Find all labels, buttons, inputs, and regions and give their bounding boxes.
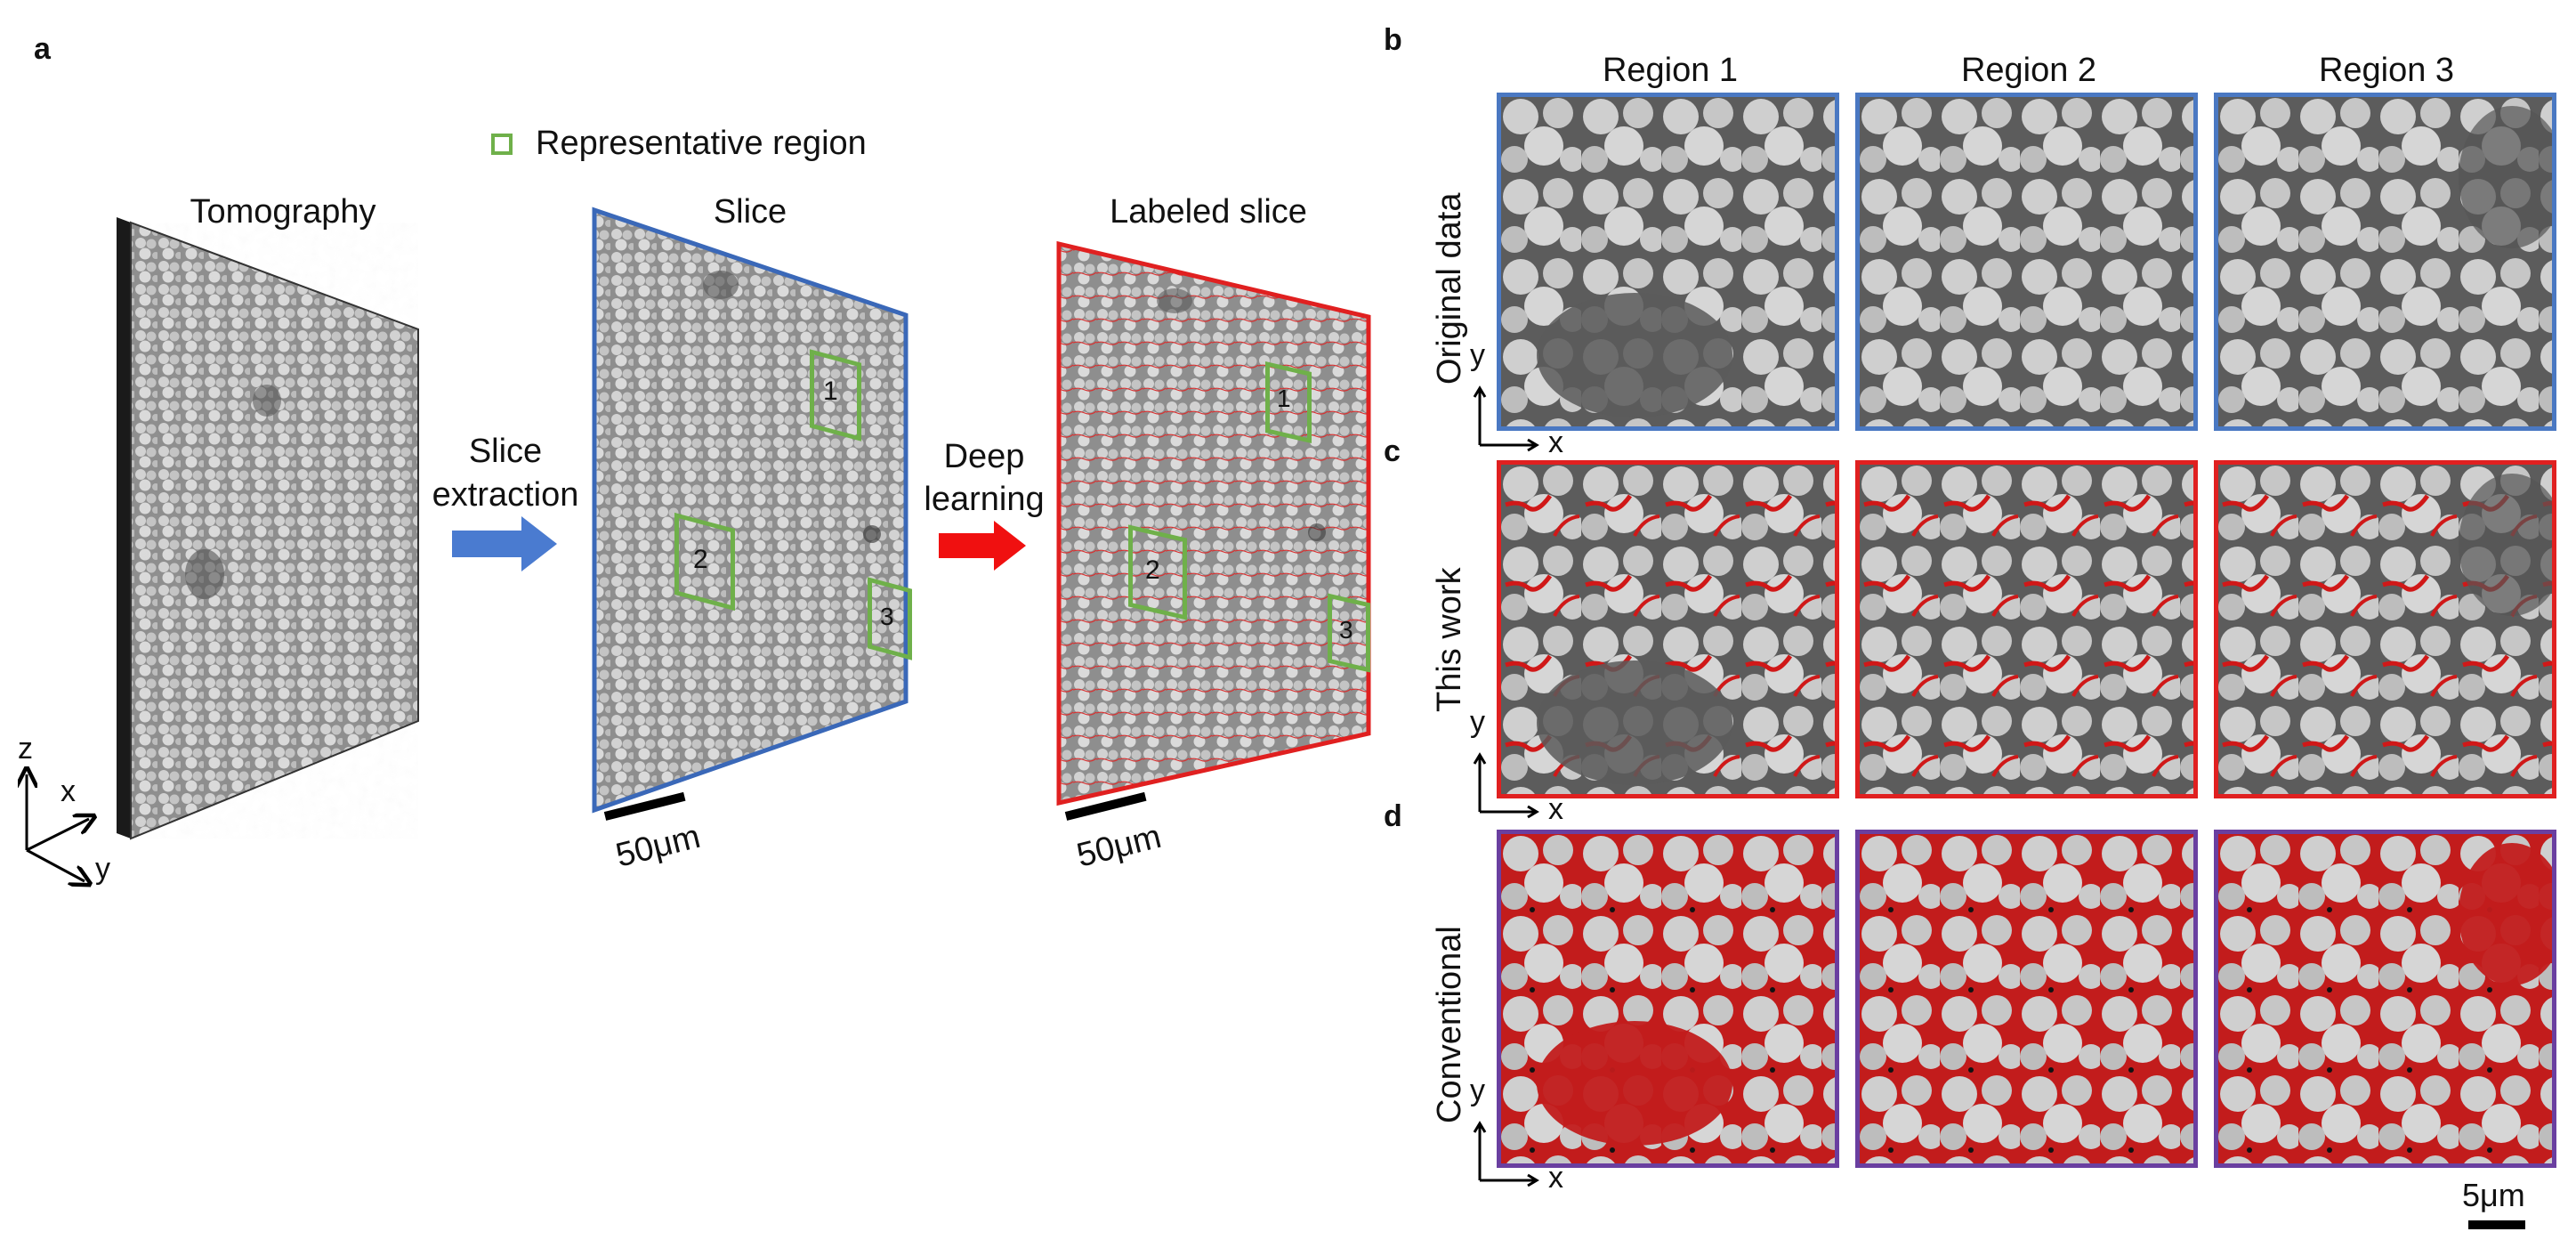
- panel-d-letter: d: [1384, 799, 1402, 833]
- scale-bar-small-label: 5μm: [2462, 1177, 2525, 1213]
- tile-thiswork-region-3: [2214, 460, 2556, 798]
- panel-a-letter: a: [34, 32, 51, 66]
- arrow1-text-line1: Slice: [468, 433, 543, 470]
- tomography-label: Tomography: [190, 193, 376, 231]
- labeled-region-2-label: 2: [1145, 555, 1160, 585]
- scale-bar-small: [2468, 1220, 2525, 1229]
- xy-axes-row-b-x: x: [1548, 425, 1563, 459]
- tile-original-region-3: [2214, 93, 2556, 431]
- scale-bar-right-label: 50μm: [1073, 817, 1166, 875]
- panel-b-letter: b: [1384, 23, 1402, 57]
- xy-axes-row-d: [1473, 1121, 1539, 1187]
- xy-axes-row-b: [1473, 385, 1539, 452]
- xy-axes-row-d-y: y: [1470, 1074, 1485, 1107]
- xy-axes-row-c: [1473, 752, 1539, 819]
- tile-thiswork-region-1: [1497, 460, 1839, 798]
- labeled-region-1-label: 1: [1277, 385, 1291, 412]
- blue-arrow-icon: [452, 516, 557, 571]
- green-square-icon: [491, 133, 513, 155]
- axis-y-label: y: [95, 852, 110, 886]
- tile-original-region-2: [1855, 93, 2198, 431]
- arrow1-text-line2: extraction: [432, 476, 579, 514]
- column-header-region-3: Region 3: [2318, 52, 2455, 89]
- panel-c-letter: c: [1384, 434, 1401, 468]
- tile-conventional-region-3: [2214, 830, 2556, 1168]
- labeled-region-3-label: 3: [1339, 616, 1353, 644]
- xy-axes-row-d-x: x: [1548, 1161, 1563, 1195]
- axis-x-label: x: [61, 774, 76, 808]
- slice-region-3-label: 3: [880, 603, 894, 630]
- slice-image: [592, 207, 908, 814]
- tile-original-region-1: [1497, 93, 1839, 431]
- labeled-slice-image: [1056, 240, 1371, 806]
- xy-axes-row-b-y: y: [1470, 338, 1485, 372]
- row-label-original-data: Original data: [1431, 192, 1468, 385]
- arrow2-text-line1: Deep: [943, 438, 1025, 475]
- red-arrow-icon: [939, 521, 1026, 571]
- arrow2-text-line2: learning: [924, 481, 1045, 518]
- representative-region-legend: Representative region: [491, 125, 867, 163]
- slice-region-1-label: 1: [823, 377, 838, 406]
- row-label-this-work: This work: [1431, 567, 1468, 712]
- legend-text: Representative region: [536, 125, 867, 162]
- column-header-region-2: Region 2: [1960, 52, 2097, 89]
- tile-conventional-region-1: [1497, 830, 1839, 1168]
- xy-axes-row-c-y: y: [1470, 705, 1485, 739]
- column-header-region-1: Region 1: [1602, 52, 1739, 89]
- row-label-conventional: Conventional: [1431, 926, 1468, 1123]
- axis-z-label: z: [18, 732, 33, 766]
- labeled-slice-label: Labeled slice: [1110, 193, 1307, 231]
- slice-label: Slice: [713, 193, 787, 231]
- tile-conventional-region-2: [1855, 830, 2198, 1168]
- xy-axes-row-c-x: x: [1548, 792, 1563, 826]
- tile-thiswork-region-2: [1855, 460, 2198, 798]
- slice-region-2-label: 2: [693, 545, 708, 574]
- scale-bar-left-label: 50μm: [612, 817, 705, 875]
- xyz-axes: [18, 739, 116, 890]
- tomography-volume: [117, 217, 419, 840]
